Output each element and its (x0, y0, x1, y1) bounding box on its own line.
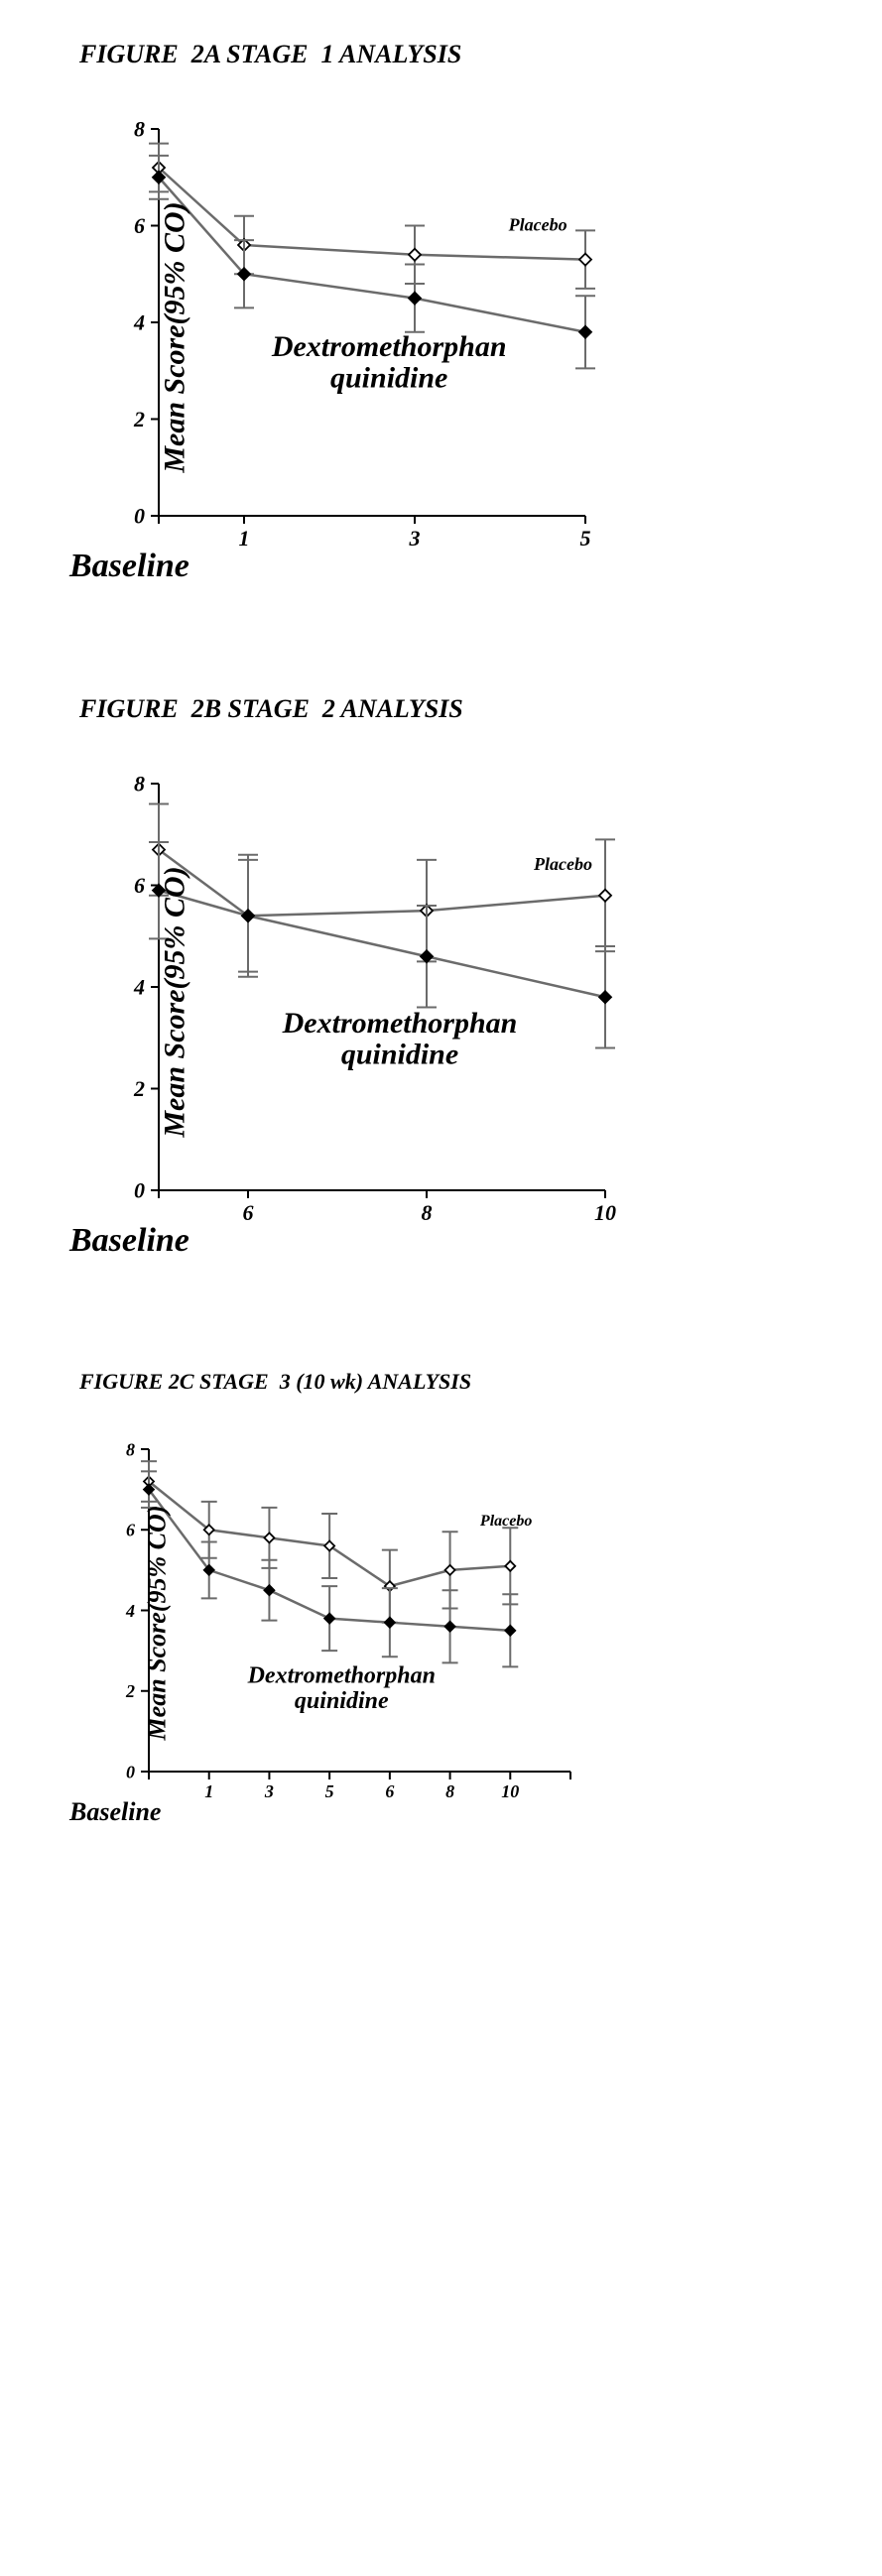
svg-text:6: 6 (134, 873, 145, 898)
svg-text:1: 1 (239, 526, 250, 551)
svg-text:Dextromethorphan: Dextromethorphan (271, 330, 507, 363)
svg-text:3: 3 (264, 1781, 274, 1801)
figure-2b: FIGURE 2B STAGE 2 ANALYSIS Mean Score(95… (79, 694, 803, 1250)
svg-text:0: 0 (134, 1178, 145, 1203)
svg-text:Placebo: Placebo (533, 854, 592, 874)
figure-2a-title: FIGURE 2A STAGE 1 ANALYSIS (79, 40, 803, 69)
svg-text:Dextromethorphan: Dextromethorphan (282, 1007, 518, 1040)
svg-text:8: 8 (422, 1200, 433, 1225)
svg-text:8: 8 (134, 117, 145, 142)
svg-text:6: 6 (385, 1781, 394, 1801)
svg-text:5: 5 (325, 1781, 334, 1801)
svg-text:4: 4 (133, 975, 145, 1000)
figure-2b-baseline-label: Baseline (69, 1222, 189, 1260)
svg-text:quinidine: quinidine (341, 1039, 458, 1071)
svg-text:3: 3 (409, 526, 421, 551)
figure-2c-chart: Mean Score(95% CO) 0 2 4 6 8 1 3 5 6 8 10 Placebo De… (79, 1424, 595, 1821)
figure-2a: FIGURE 2A STAGE 1 ANALYSIS Mean Score(95… (79, 40, 803, 575)
svg-text:6: 6 (126, 1521, 135, 1540)
figure-2c-title: FIGURE 2C STAGE 3 (10 wk) ANALYSIS (79, 1369, 803, 1395)
svg-text:4: 4 (125, 1601, 135, 1621)
figure-2c: FIGURE 2C STAGE 3 (10 wk) ANALYSIS Mean … (79, 1369, 803, 1821)
svg-text:Dextromethorphan: Dextromethorphan (247, 1663, 436, 1689)
svg-text:10: 10 (501, 1781, 519, 1801)
svg-text:6: 6 (134, 213, 145, 238)
svg-text:8: 8 (134, 772, 145, 797)
figure-2a-baseline-label: Baseline (69, 548, 189, 585)
svg-text:quinidine: quinidine (330, 362, 447, 395)
figure-2c-baseline-label: Baseline (69, 1797, 161, 1827)
figure-2b-title: FIGURE 2B STAGE 2 ANALYSIS (79, 694, 803, 724)
svg-text:2: 2 (133, 1076, 145, 1101)
svg-text:8: 8 (126, 1439, 135, 1459)
figure-2a-ylabel: Mean Score(95% CO) (159, 201, 192, 472)
svg-text:5: 5 (580, 526, 591, 551)
svg-text:0: 0 (134, 504, 145, 529)
svg-text:Placebo: Placebo (479, 1513, 532, 1530)
svg-text:10: 10 (594, 1200, 616, 1225)
svg-text:0: 0 (126, 1762, 135, 1781)
svg-text:2: 2 (125, 1681, 135, 1701)
svg-text:2: 2 (133, 407, 145, 431)
page: FIGURE 2A STAGE 1 ANALYSIS Mean Score(95… (0, 0, 882, 1920)
figure-2b-chart: Mean Score(95% CO) 0 2 4 6 8 6 8 10 Placebo Dextr… (79, 754, 635, 1250)
figure-2a-chart: Mean Score(95% CO) 0 2 4 6 8 1 3 5 Placebo Dextro… (79, 99, 615, 575)
svg-text:Placebo: Placebo (508, 214, 567, 234)
svg-text:8: 8 (445, 1781, 454, 1801)
svg-text:1: 1 (204, 1781, 213, 1801)
figure-2c-ylabel: Mean Score(95% CO) (142, 1506, 172, 1741)
svg-text:4: 4 (133, 310, 145, 335)
svg-text:6: 6 (243, 1200, 254, 1225)
svg-text:quinidine: quinidine (295, 1688, 389, 1714)
figure-2b-ylabel: Mean Score(95% CO) (159, 866, 192, 1137)
